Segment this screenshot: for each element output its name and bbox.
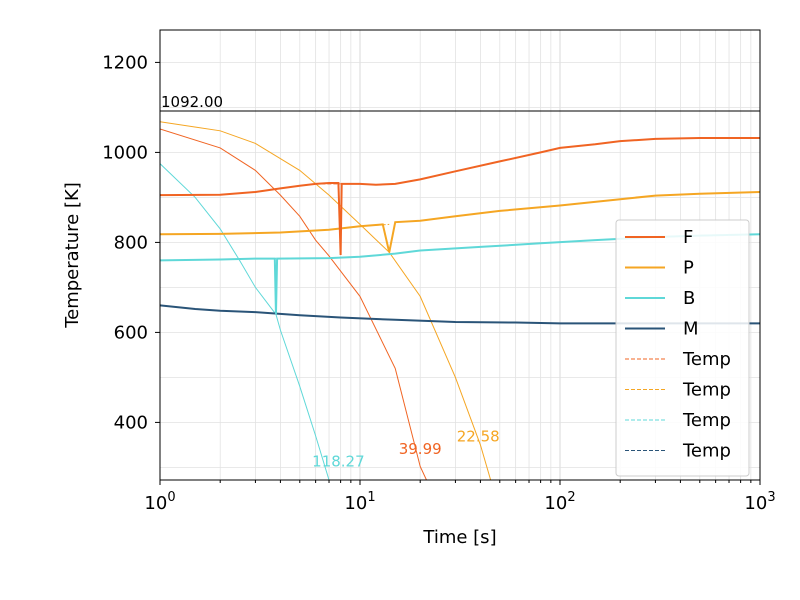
curve-annotation: 118.27 [312,453,365,471]
decay-curve [160,128,427,480]
x-tick-label: 103 [744,490,775,514]
curve-annotation: 22.58 [457,427,500,445]
annotations: 39.99 22.58 118.27 [312,427,500,470]
series-line-p [160,191,760,253]
x-axis-label: Time [s] [422,527,496,548]
legend-label: Temp [682,441,731,462]
legend-label: Temp [682,380,731,401]
y-tick-label: 1000 [102,142,148,163]
legend-label: Temp [682,410,731,431]
legend-label: M [683,319,699,340]
y-axis-label: Temperature [K] [62,182,83,329]
curve-annotation: 39.99 [399,440,442,458]
x-tick-label: 100 [144,490,175,514]
decay-curves [160,121,492,480]
decay-curve [160,163,330,480]
series-line-f [160,137,760,256]
legend-box [615,219,750,477]
y-tick-label: 800 [114,232,148,253]
legend-label: B [683,288,695,309]
series-line-m [160,304,760,325]
y-tick-label: 600 [114,322,148,343]
legend-label: Temp [682,349,731,370]
legend-label: F [683,227,693,248]
threshold-label: 1092.00 [161,93,223,111]
x-tick-label: 102 [544,490,575,514]
y-tick-label: 400 [114,412,148,433]
plot-frame [159,29,761,481]
decay-curve [160,121,492,480]
y-tick-label: 1200 [102,52,148,73]
threshold-line-group: 1092.00 [160,93,760,112]
legend-label: P [683,258,694,279]
axis-ticks: 400 600 800 1000 1200 100 101 102 103 [102,52,775,514]
x-tick-label: 101 [344,490,375,514]
